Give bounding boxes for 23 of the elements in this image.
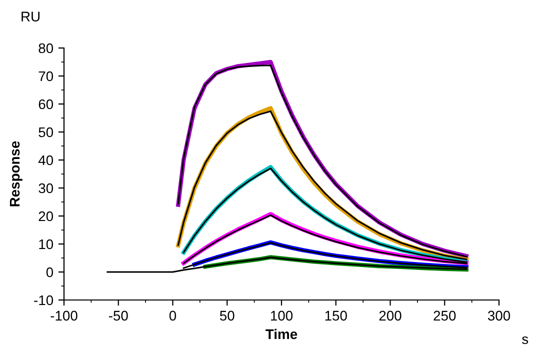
x-tick-label: 50: [220, 310, 234, 321]
y-tick-label: 80: [38, 43, 54, 54]
y-tick-label: 70: [38, 71, 54, 82]
y-tick-label: 10: [39, 239, 54, 250]
x-tick-label: 150: [325, 310, 347, 321]
x-tick-label: -50: [108, 310, 128, 321]
x-axis-title: Time: [266, 328, 298, 340]
y-axis-title: Response: [10, 141, 22, 206]
x-tick-label: 300: [488, 310, 510, 321]
x-tick-label: 200: [379, 310, 402, 321]
y-tick-label: 30: [38, 183, 54, 194]
y-tick-label: 20: [38, 211, 54, 222]
x-tick-label: -100: [50, 310, 78, 321]
y-tick-label: -10: [34, 295, 54, 306]
y-tick-label: 50: [38, 127, 54, 138]
x-tick-label: 0: [169, 310, 176, 321]
text: s: [522, 336, 528, 344]
x-tick-label: 250: [434, 310, 456, 321]
y-tick-label: 40: [38, 155, 54, 166]
x-tick-label: 100: [270, 310, 293, 321]
y-tick-label: 0: [46, 267, 54, 278]
y-tick-label: 60: [38, 99, 54, 110]
text: RU: [22, 12, 40, 22]
